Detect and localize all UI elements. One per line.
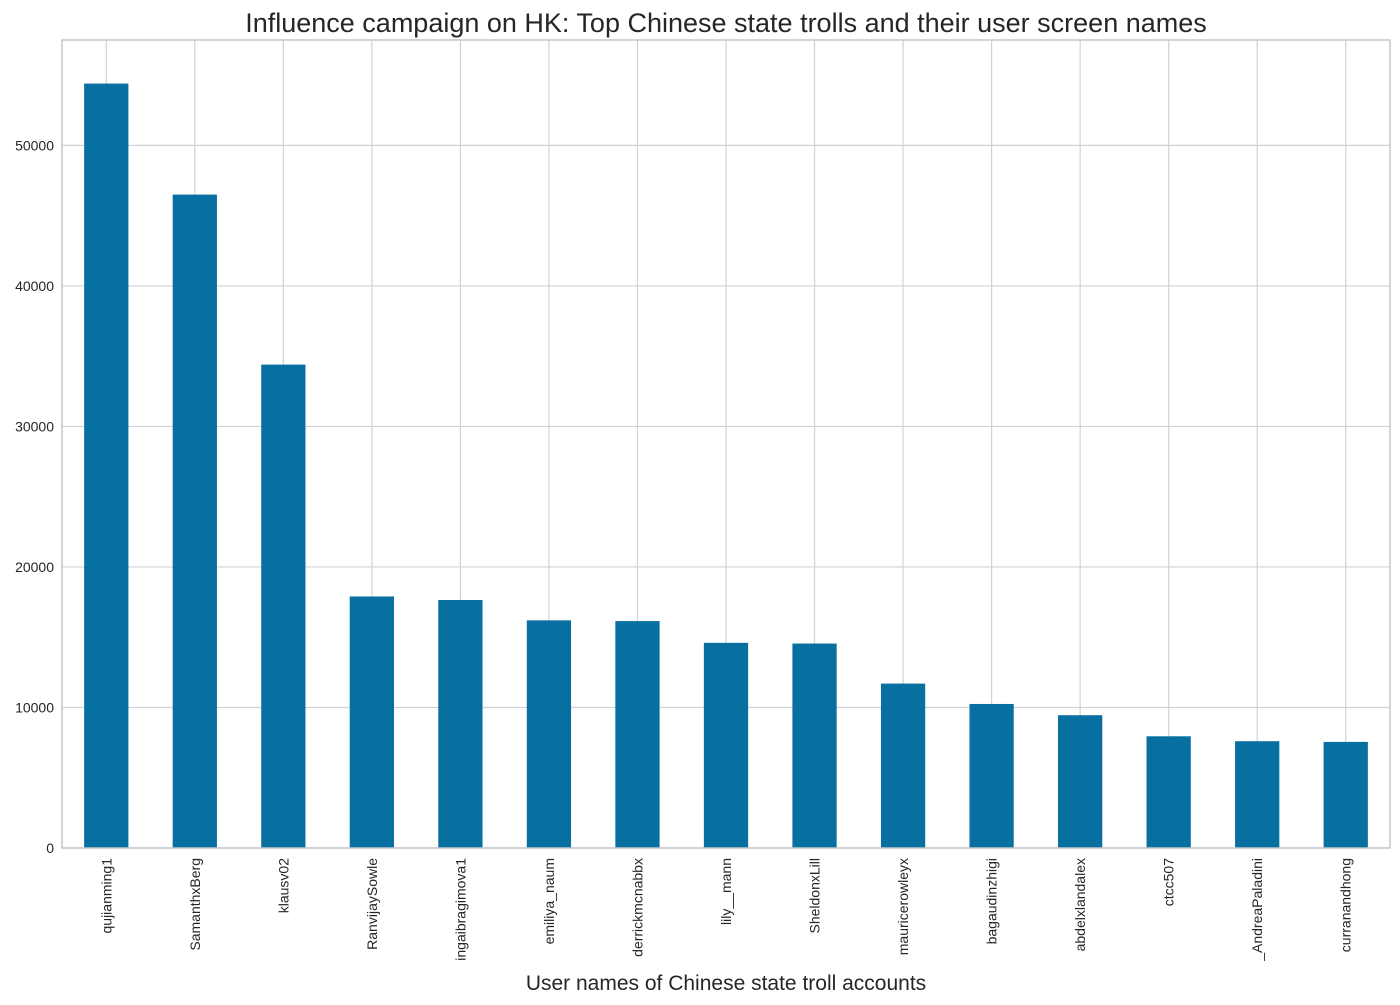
x-tick-labels: qujianming1 SamanthxBerg klausv02 RanvijayS… — [98, 858, 1353, 962]
x-tick-label: bagaudinzhigi — [984, 858, 1000, 944]
x-tick-label: klausv02 — [275, 858, 291, 913]
y-tick-label: 40000 — [15, 278, 54, 294]
y-tick-label: 30000 — [15, 418, 54, 434]
bar-SamanthxBerg — [172, 194, 217, 848]
x-tick-label: SamanthxBerg — [187, 858, 203, 951]
bar-ctcc507 — [1146, 736, 1191, 848]
bar-lily__mann — [703, 642, 749, 848]
bars — [84, 83, 1368, 848]
bar-ingaibragimova1 — [438, 599, 483, 848]
bar-bagaudinzhigi — [969, 703, 1014, 848]
bar-_AndreaPaladini — [1235, 741, 1280, 848]
bar-derrickmcnabbx — [615, 621, 660, 848]
bar-qujianming1 — [84, 83, 129, 848]
bar-RanvijaySowle — [349, 596, 394, 848]
y-tick-label: 50000 — [15, 137, 54, 153]
bar-curranandhong — [1323, 741, 1368, 848]
x-axis-label: User names of Chinese state troll accoun… — [526, 972, 926, 995]
x-tick-label: ctcc507 — [1161, 858, 1177, 906]
plot-frame — [61, 39, 1391, 849]
x-tick-label: SheldonxLill — [807, 858, 823, 934]
x-tick-label: ingaibragimova1 — [452, 858, 468, 961]
bar-SheldonxLill — [792, 643, 837, 848]
y-tick-label: 10000 — [15, 699, 54, 715]
bar-klausv02 — [261, 364, 306, 848]
bar-abdelxlandalex — [1058, 715, 1103, 848]
x-tick-label: lily__mann — [718, 858, 734, 925]
x-tick-label: curranandhong — [1338, 858, 1354, 952]
bar-mauricerowleyx — [880, 683, 926, 848]
y-tick-label: 0 — [46, 840, 54, 856]
x-tick-label: RanvijaySowle — [364, 858, 380, 950]
x-tick-label: derrickmcnabbx — [629, 858, 645, 957]
x-tick-label: mauricerowleyx — [895, 858, 911, 955]
bar-emiliya_naum — [526, 620, 572, 848]
x-tick-label: _AndreaPaladini — [1249, 858, 1265, 962]
y-tick-label: 20000 — [15, 559, 54, 575]
chart-title: Influence campaign on HK: Top Chinese st… — [245, 8, 1207, 38]
x-tick-label: emiliya_naum — [541, 858, 557, 944]
x-tick-label: abdelxlandalex — [1072, 858, 1088, 951]
y-tick-labels: 0 10000 20000 30000 40000 50000 — [15, 137, 54, 856]
x-tick-label: qujianming1 — [98, 858, 114, 934]
